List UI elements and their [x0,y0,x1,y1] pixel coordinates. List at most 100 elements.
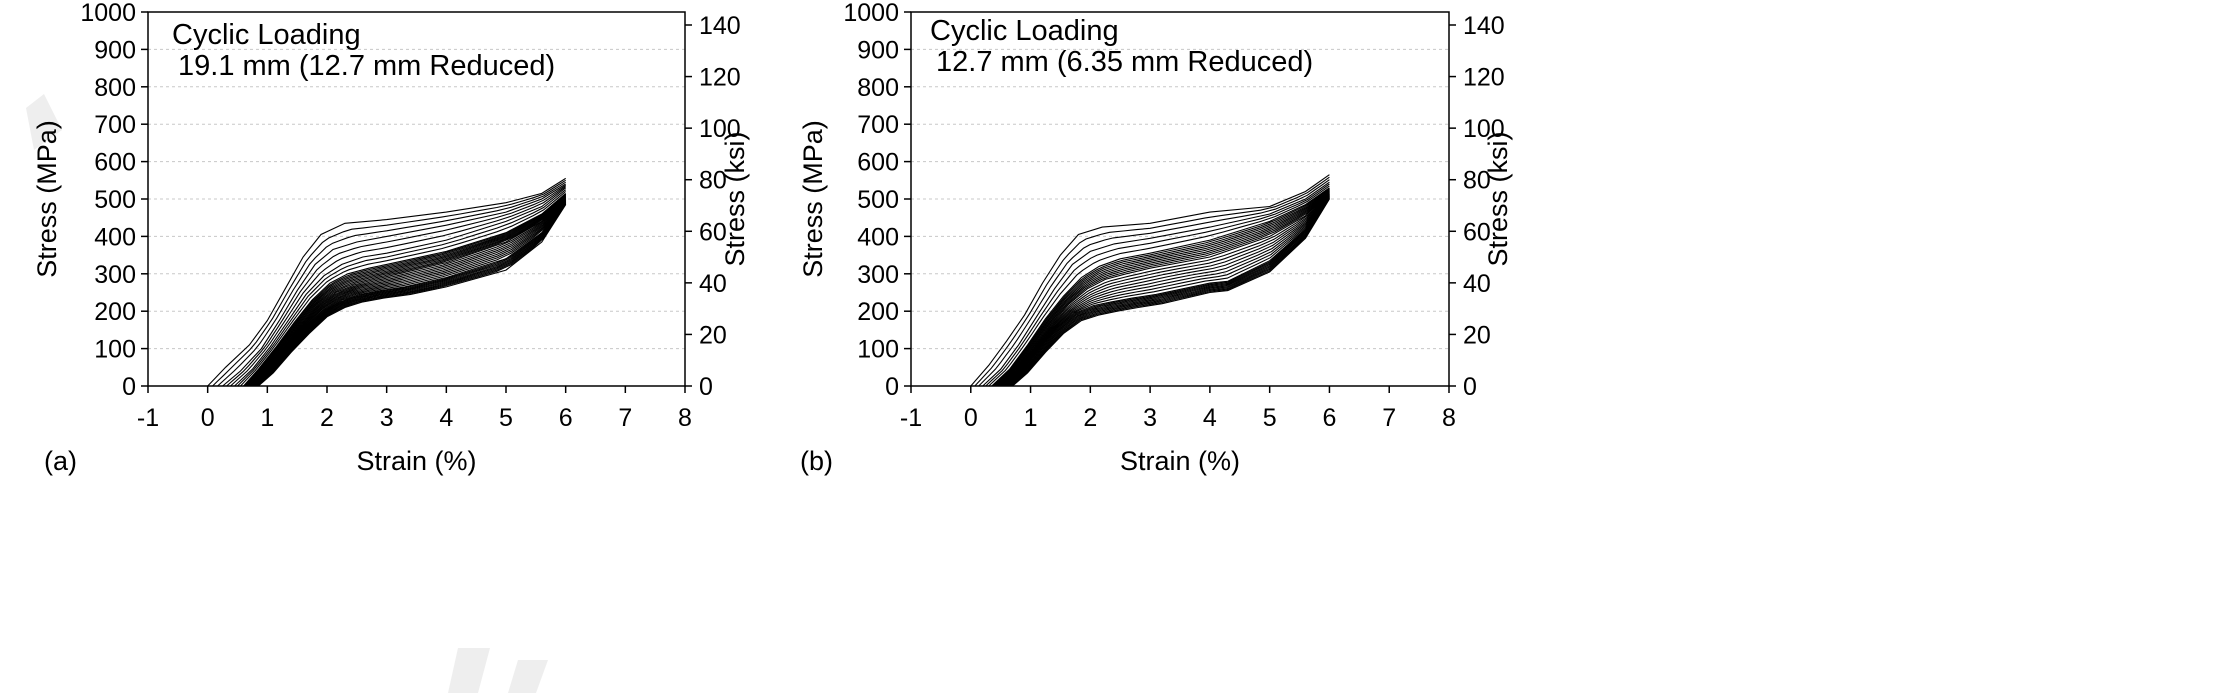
series-line [970,174,1330,387]
y-tick-label: 800 [94,74,136,102]
series-line-interp [998,190,1330,387]
y-tick-label: 300 [94,261,136,289]
y-axis-label: Stress (MPa) [798,120,828,278]
panel-label: (a) [44,446,77,476]
series-line-interp [212,179,566,387]
y-tick-label: 600 [94,149,136,177]
series-line-interp [247,195,567,387]
y-right-tick-label: 60 [699,218,727,246]
series-line-interp [237,189,567,387]
x-tick-label: -1 [900,404,922,432]
x-tick-label: 8 [678,404,692,432]
y-tick-label: 900 [94,36,136,64]
watermark-streak [508,660,548,693]
series-line-interp [1010,197,1330,387]
series-line-interp [995,188,1330,387]
series-line [991,187,1330,387]
y-tick-label: 800 [857,74,899,102]
series-line-interp [997,189,1330,387]
series-line-interp [248,196,567,387]
series-line-interp [243,193,567,387]
y-tick-label: 400 [94,223,136,251]
series-line-interp [226,184,567,387]
x-tick-label: 4 [439,404,453,432]
y-tick-label: 400 [857,223,899,251]
y-right-tick-label: 80 [1463,167,1491,195]
y-right-tick-label: 120 [1463,64,1505,92]
y-right-tick-label: 20 [699,321,727,349]
y-tick-label: 700 [857,111,899,139]
x-tick-label: 1 [1024,404,1038,432]
x-tick-label: 2 [320,404,334,432]
y-tick-label: 300 [857,261,899,289]
watermark-streak [26,94,62,150]
chart-panel: 0 100 200 300 400 500 600 700 800 900 1000 0 20 40 60 8… [32,0,750,476]
series-line-interp [217,181,566,387]
y-tick-label: 200 [94,298,136,326]
x-tick-label: 0 [201,404,215,432]
y-right-tick-label: 80 [699,167,727,195]
y-right-tick-label: 120 [699,64,741,92]
series-line-interp [1008,196,1330,387]
y-tick-label: 100 [857,336,899,364]
series-line-interp [254,200,567,387]
y-tick-label: 500 [857,186,899,214]
series-line-interp [245,194,567,387]
x-tick-label: 0 [964,404,978,432]
series-line-interp [257,203,567,387]
chart-panel: 0100200300400500600700800900100002040608… [798,0,1513,476]
x-tick-label: 5 [1263,404,1277,432]
y-tick-label: 500 [94,186,136,214]
series-line-interp [1006,195,1330,387]
y-tick-label: 600 [857,149,899,177]
y-tick-label: 900 [857,36,899,64]
series-line-interp [974,176,1330,387]
series-line [982,181,1330,387]
annotation-title: Cyclic Loading [172,19,361,51]
series-line-interp [985,183,1330,387]
y-right-tick-label: 140 [699,12,741,40]
y-right-tick-label: 100 [699,115,741,143]
y-axis-label: Stress (MPa) [32,120,62,278]
y-tick-label: 0 [122,373,136,401]
y-tick-label: 1000 [843,0,899,27]
series-line-interp [1011,198,1330,387]
series-line-interp [247,195,567,387]
y-right-tick-label: 100 [1463,115,1505,143]
series-line [207,177,566,387]
series-line-interp [994,188,1330,387]
x-tick-label: 1 [260,404,274,432]
series-line-interp [1005,194,1330,387]
x-tick-label: 6 [1322,404,1336,432]
x-tick-label: 7 [1382,404,1396,432]
series-line-interp [240,191,567,387]
y-tick-label: 700 [94,111,136,139]
y-right-tick-label: 40 [1463,270,1491,298]
x-tick-label: 5 [499,404,513,432]
series-line-interp [1001,192,1330,387]
series-line-interp [1010,197,1330,387]
series-line-interp [246,195,567,387]
y-right-axis-label: Stress (ksi) [720,132,750,267]
series-line-interp [996,189,1330,387]
series-line-interp [230,186,567,387]
annotation-title: Cyclic Loading [930,15,1119,47]
y-right-tick-label: 0 [1463,373,1477,401]
series-line-interp [1009,197,1330,387]
watermark-streak [448,648,490,693]
y-right-tick-label: 40 [699,270,727,298]
y-right-tick-label: 60 [1463,218,1491,246]
series-line [222,183,566,387]
series-line-interp [1003,193,1330,387]
series-line-interp [1008,196,1330,387]
x-tick-label: 3 [380,404,394,432]
series-line [1012,198,1330,387]
series-line-interp [988,185,1330,387]
curve-group [970,174,1330,387]
y-tick-label: 1000 [80,0,136,27]
x-axis-label: Strain (%) [1120,446,1240,476]
series-line-interp [244,193,567,387]
annotation-specimen: 12.7 mm (6.35 mm Reduced) [936,46,1313,78]
